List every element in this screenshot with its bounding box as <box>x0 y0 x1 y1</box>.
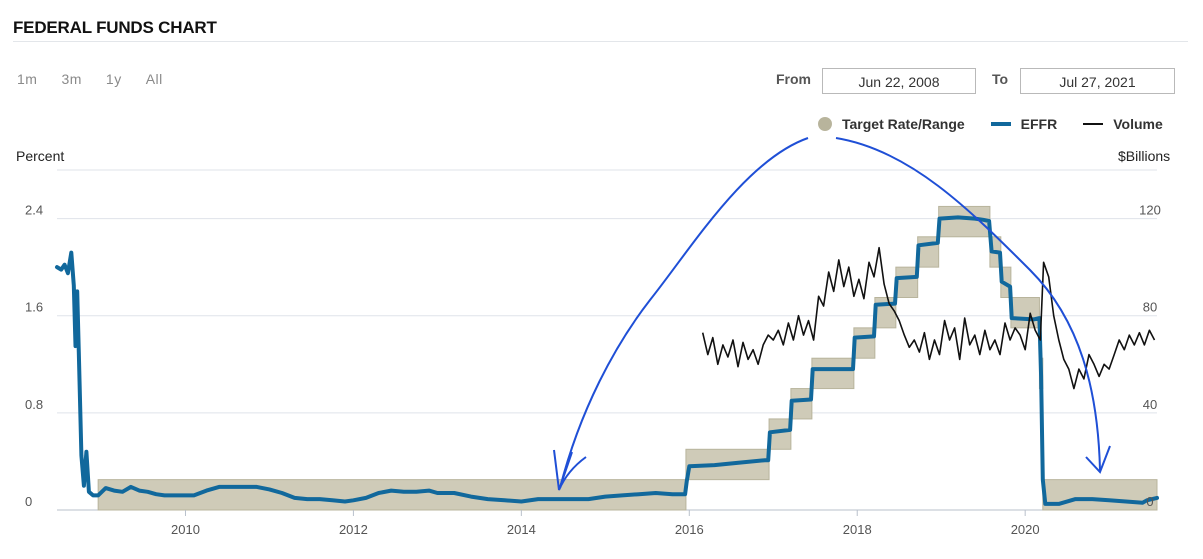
target-swatch-icon <box>818 117 832 131</box>
range-button-3m[interactable]: 3m <box>61 71 82 87</box>
from-date-input[interactable]: Jun 22, 2008 <box>822 68 976 94</box>
annotation-arrow-left <box>559 137 809 489</box>
range-button-1y[interactable]: 1y <box>105 71 122 87</box>
y-right-tick-label: 120 <box>1139 203 1161 218</box>
to-date-input[interactable]: Jul 27, 2021 <box>1020 68 1175 94</box>
y-left-tick-label: 0.8 <box>25 397 43 412</box>
target-band-segment <box>895 266 919 298</box>
legend-volume[interactable]: Volume <box>1083 116 1163 132</box>
legend-target[interactable]: Target Rate/Range <box>818 116 965 132</box>
annotation-arrowhead-left <box>553 449 587 491</box>
x-tick-label: 2012 <box>339 522 368 537</box>
range-button-1m[interactable]: 1m <box>17 71 38 87</box>
x-tick-label: 2014 <box>507 522 536 537</box>
x-tick-label: 2018 <box>843 522 872 537</box>
range-button-all[interactable]: All <box>145 71 163 87</box>
from-label: From <box>776 71 811 87</box>
chart-legend: Target Rate/Range EFFR Volume <box>818 116 1163 132</box>
target-band-segment <box>1010 297 1040 329</box>
volume-series-line <box>701 246 1156 390</box>
target-band-segment <box>768 418 792 450</box>
target-band-segment <box>853 327 876 359</box>
y-right-tick-label: 40 <box>1143 397 1157 412</box>
annotation-arrowhead-right <box>1085 445 1111 474</box>
effr-series-line <box>55 215 1159 506</box>
volume-swatch-icon <box>1083 123 1104 125</box>
y-left-axis-title: Percent <box>16 148 65 164</box>
y-right-tick-label: 80 <box>1143 300 1157 315</box>
y-left-tick-label: 2.4 <box>25 203 43 218</box>
title-divider <box>13 41 1188 42</box>
annotation-layer <box>553 137 1111 491</box>
y-right-tick-label: 0 <box>1146 494 1153 509</box>
x-tick-label: 2016 <box>675 522 704 537</box>
target-band-segment <box>811 357 855 390</box>
effr-swatch-icon <box>990 122 1011 126</box>
legend-effr[interactable]: EFFR <box>990 116 1058 132</box>
annotation-arrow-right <box>835 137 1101 471</box>
y-left-tick-label: 1.6 <box>25 300 43 315</box>
to-label: To <box>992 71 1009 87</box>
legend-target-label: Target Rate/Range <box>842 116 965 132</box>
legend-volume-label: Volume <box>1113 116 1163 132</box>
target-band-segment <box>790 388 813 420</box>
legend-effr-label: EFFR <box>1020 116 1058 132</box>
x-tick-label: 2020 <box>1011 522 1040 537</box>
range-button-group: 1m 3m 1y All <box>17 71 187 87</box>
y-right-axis-title: $Billions <box>1118 148 1171 164</box>
page-title: FEDERAL FUNDS CHART <box>13 18 217 37</box>
y-left-tick-label: 0 <box>25 494 32 509</box>
x-tick-label: 2010 <box>171 522 200 537</box>
